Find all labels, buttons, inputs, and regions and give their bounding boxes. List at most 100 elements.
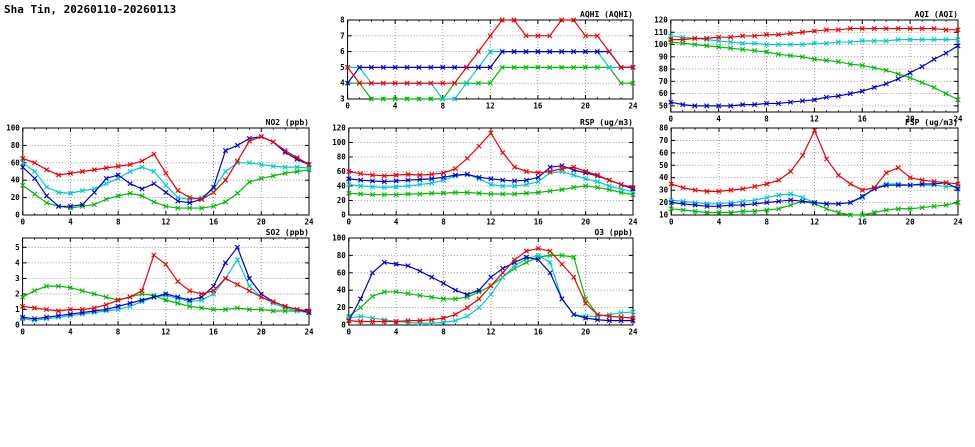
svg-text:10: 10 <box>659 211 669 220</box>
svg-text:0: 0 <box>15 211 20 220</box>
chart-no2: NO2 (ppb) 0 20 40 60 80 100 0 4 8 12 16 20 24 <box>2 116 316 228</box>
svg-text:100: 100 <box>6 124 20 133</box>
svg-text:20: 20 <box>581 218 591 227</box>
svg-text:90: 90 <box>659 52 669 61</box>
svg-text:16: 16 <box>534 328 544 337</box>
svg-text:AQI (AQI): AQI (AQI) <box>915 10 958 19</box>
svg-text:50: 50 <box>659 161 669 170</box>
chart-fsp: FSP (ug/m3) 10 20 30 40 50 60 70 80 0 4 8 12 16 20 24 <box>655 116 965 228</box>
svg-text:0: 0 <box>347 328 352 337</box>
svg-text:24: 24 <box>304 328 314 337</box>
svg-text:4: 4 <box>393 102 398 111</box>
svg-text:8: 8 <box>764 115 769 124</box>
svg-text:5: 5 <box>15 243 20 252</box>
svg-text:12: 12 <box>161 328 170 337</box>
svg-text:16: 16 <box>858 218 868 227</box>
svg-text:0: 0 <box>669 218 674 227</box>
svg-text:20: 20 <box>906 115 916 124</box>
svg-text:120: 120 <box>654 16 668 25</box>
svg-text:NO2 (ppb): NO2 (ppb) <box>266 118 309 127</box>
svg-text:20: 20 <box>257 218 267 227</box>
svg-text:4: 4 <box>394 218 399 227</box>
svg-text:120: 120 <box>332 124 346 133</box>
svg-text:20: 20 <box>581 328 591 337</box>
svg-text:7: 7 <box>340 31 345 40</box>
svg-text:8: 8 <box>116 218 121 227</box>
svg-text:80: 80 <box>659 65 669 74</box>
chart-o3: O3 (ppb) 0 20 40 60 80 100 0 4 8 12 16 20 24 <box>328 226 640 338</box>
chart-rsp: RSP (ug/m3) 0 20 40 60 80 100 120 0 4 8 12 16 20 24 <box>328 116 640 228</box>
svg-text:24: 24 <box>628 102 638 111</box>
svg-text:2: 2 <box>15 289 20 298</box>
svg-text:12: 12 <box>486 328 495 337</box>
svg-text:100: 100 <box>332 234 346 243</box>
svg-text:8: 8 <box>441 328 446 337</box>
svg-text:8: 8 <box>340 16 345 25</box>
svg-text:20: 20 <box>906 218 916 227</box>
svg-text:80: 80 <box>337 251 347 260</box>
svg-text:16: 16 <box>858 115 868 124</box>
svg-text:0: 0 <box>341 321 346 330</box>
svg-text:100: 100 <box>332 138 346 147</box>
svg-text:40: 40 <box>11 176 21 185</box>
svg-text:24: 24 <box>628 328 638 337</box>
svg-text:70: 70 <box>659 77 669 86</box>
svg-text:20: 20 <box>11 193 21 202</box>
svg-text:0: 0 <box>21 218 26 227</box>
chart-aqhi: AQHI (AQHI) 3 4 5 6 7 8 0 4 8 12 16 20 24 <box>336 8 640 112</box>
svg-text:4: 4 <box>394 328 399 337</box>
svg-text:20: 20 <box>257 328 267 337</box>
svg-text:4: 4 <box>68 218 73 227</box>
svg-text:1: 1 <box>15 305 20 314</box>
svg-text:100: 100 <box>654 40 668 49</box>
svg-text:16: 16 <box>209 218 219 227</box>
svg-text:O3 (ppb): O3 (ppb) <box>594 228 633 237</box>
svg-text:20: 20 <box>337 303 347 312</box>
svg-text:3: 3 <box>340 95 345 104</box>
chart-so2: SO2 (ppb) 0 1 2 3 4 5 0 4 8 12 16 20 24 <box>11 226 316 338</box>
svg-text:30: 30 <box>659 186 669 195</box>
svg-text:0: 0 <box>347 218 352 227</box>
svg-text:0: 0 <box>15 321 20 330</box>
svg-text:0: 0 <box>345 102 350 111</box>
svg-text:110: 110 <box>654 28 668 37</box>
svg-text:40: 40 <box>659 173 669 182</box>
svg-text:0: 0 <box>341 211 346 220</box>
svg-text:16: 16 <box>209 328 219 337</box>
chart-aqi: AQI (AQI) 50 60 70 80 90 100 110 120 0 4 8 12 16 20 24 <box>650 8 965 125</box>
svg-text:60: 60 <box>337 268 347 277</box>
svg-text:20: 20 <box>337 196 347 205</box>
svg-text:4: 4 <box>717 218 722 227</box>
svg-text:60: 60 <box>337 167 347 176</box>
svg-text:16: 16 <box>533 102 543 111</box>
svg-text:24: 24 <box>304 218 314 227</box>
svg-text:4: 4 <box>15 258 20 267</box>
svg-text:12: 12 <box>486 218 495 227</box>
svg-text:SO2 (ppb): SO2 (ppb) <box>266 228 309 237</box>
svg-text:8: 8 <box>765 218 770 227</box>
svg-text:80: 80 <box>11 141 21 150</box>
svg-text:20: 20 <box>659 198 669 207</box>
svg-text:8: 8 <box>440 102 445 111</box>
page-title: Sha Tin, 20260110-20260113 <box>4 3 177 16</box>
svg-text:4: 4 <box>716 115 721 124</box>
svg-text:16: 16 <box>534 218 544 227</box>
svg-text:8: 8 <box>116 328 121 337</box>
svg-text:40: 40 <box>337 286 347 295</box>
svg-text:3: 3 <box>15 274 20 283</box>
svg-text:4: 4 <box>340 79 345 88</box>
svg-text:80: 80 <box>659 124 669 133</box>
svg-text:12: 12 <box>810 218 819 227</box>
svg-text:12: 12 <box>161 218 170 227</box>
svg-text:20: 20 <box>581 102 591 111</box>
svg-text:40: 40 <box>337 182 347 191</box>
svg-text:12: 12 <box>486 102 495 111</box>
svg-text:FSP (ug/m3): FSP (ug/m3) <box>905 118 958 127</box>
svg-text:4: 4 <box>68 328 73 337</box>
svg-text:70: 70 <box>659 136 669 145</box>
svg-text:RSP (ug/m3): RSP (ug/m3) <box>580 118 633 127</box>
svg-text:24: 24 <box>953 218 963 227</box>
svg-text:AQHI (AQHI): AQHI (AQHI) <box>580 10 633 19</box>
svg-text:8: 8 <box>441 218 446 227</box>
